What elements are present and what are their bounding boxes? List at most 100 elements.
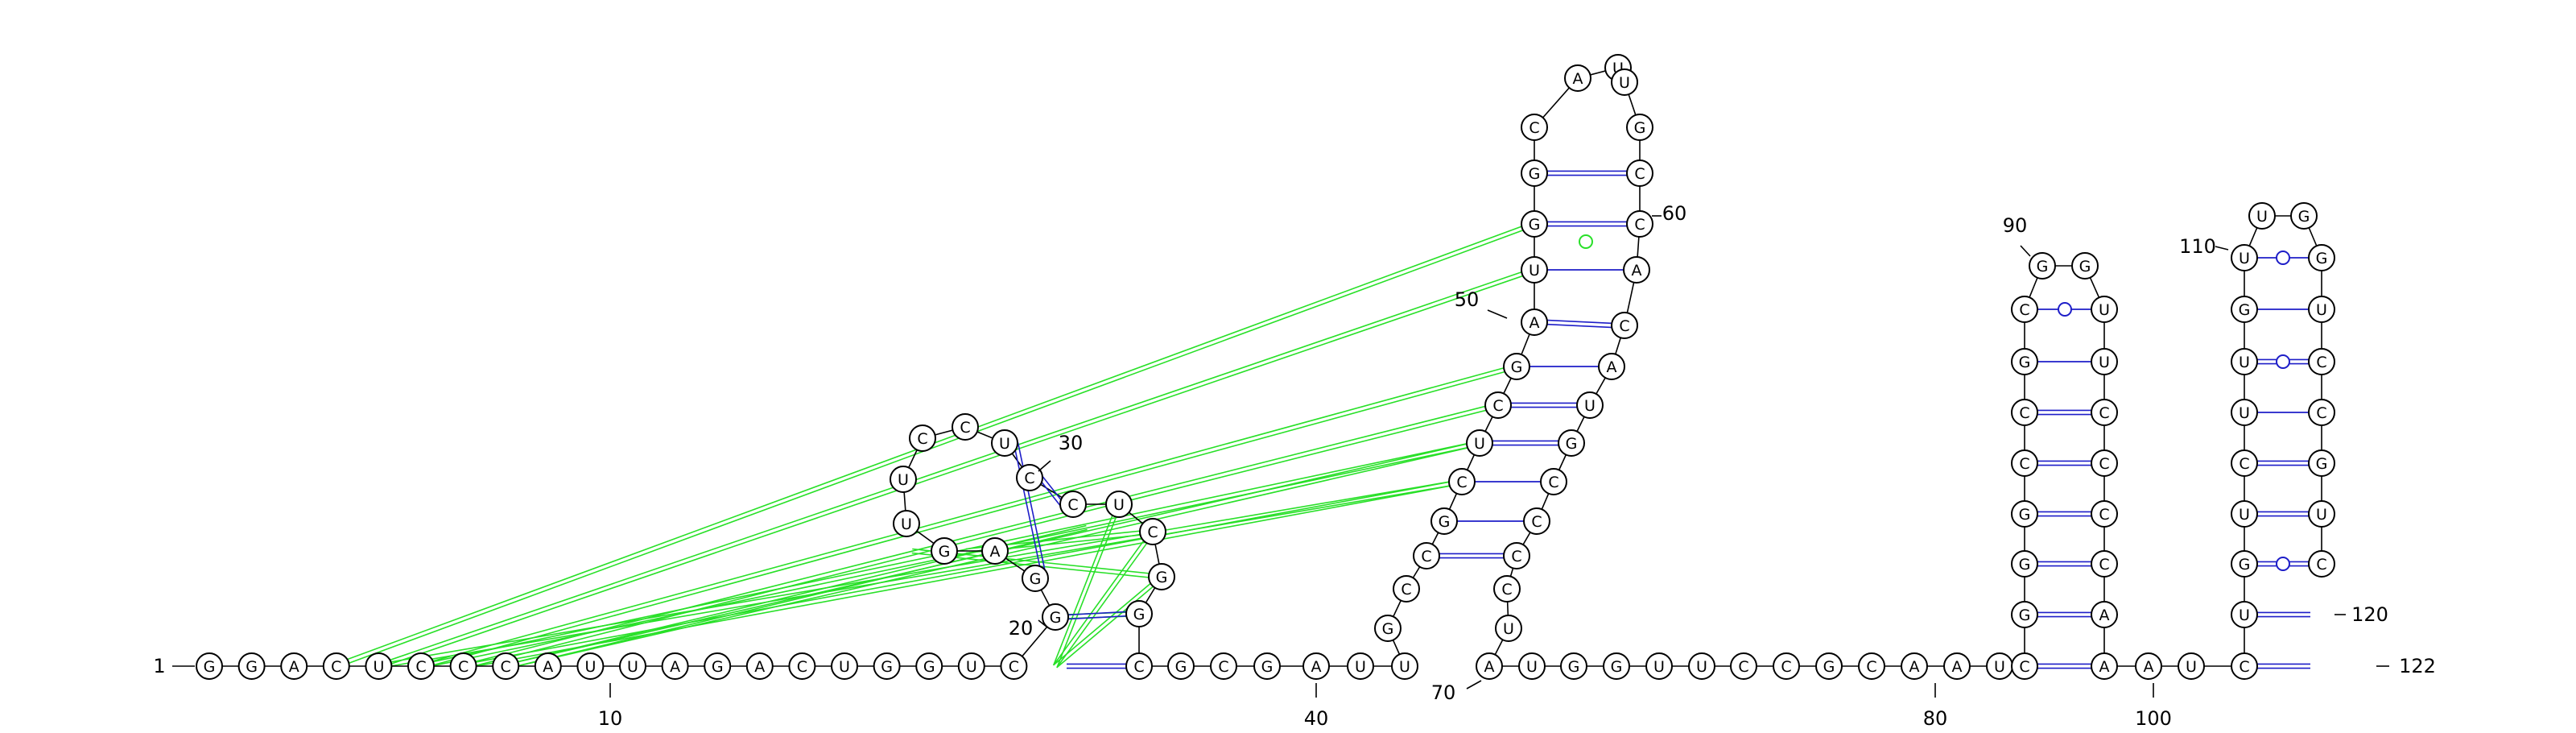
nucleotide-circle: [280, 652, 308, 680]
nucleotide-circle: [1105, 491, 1133, 518]
nucleotide: C: [2308, 348, 2335, 375]
nucleotide-letter: G: [1529, 165, 1541, 183]
nucleotide-letter: A: [1952, 658, 1963, 676]
nucleotide-circle: [1564, 64, 1591, 92]
nucleotide: C: [1858, 652, 1885, 680]
nucleotide: C: [1626, 159, 1653, 187]
nucleotide-letter: G: [1050, 609, 1062, 627]
nucleotide-letter: G: [1175, 658, 1187, 676]
nucleotide-letter: A: [2099, 607, 2110, 624]
nucleotide-letter: A: [1530, 314, 1540, 332]
nucleotide: A: [1598, 353, 1625, 380]
nucleotide-letter: G: [1566, 435, 1578, 453]
nucleotide: A: [280, 652, 308, 680]
nucleotide: U: [2231, 500, 2258, 528]
nucleotide-circle: [1466, 429, 1493, 457]
nucleotide-circle: [492, 652, 520, 680]
nucleotide-letter: C: [1147, 524, 1158, 541]
nucleotide: G: [1503, 353, 1530, 380]
nucleotide-circle: [1626, 210, 1653, 238]
tertiary-interaction: [421, 363, 1517, 665]
nucleotide: C: [1626, 210, 1653, 238]
nucleotide-letter: U: [627, 658, 638, 676]
nucleotide: G: [1815, 652, 1843, 680]
nucleotide-letter: A: [289, 658, 299, 676]
nucleotide-circle: [2178, 652, 2205, 680]
nucleotide-letter: C: [1548, 474, 1558, 491]
tertiary-interaction: [1052, 503, 1118, 666]
nucleotide-letter: C: [2316, 354, 2326, 371]
nucleotide-circle: [449, 652, 477, 680]
nucleotide: C: [2011, 296, 2038, 323]
nucleotide-circle: [196, 652, 223, 680]
nucleotide: C: [1540, 468, 1567, 495]
nucleotide-letter: G: [1439, 513, 1451, 531]
nucleotide: G: [196, 652, 223, 680]
nucleotide-letter: C: [960, 419, 970, 437]
nucleotide: G: [1558, 429, 1585, 457]
nucleotide: G: [1430, 507, 1458, 535]
nucleotide: C: [2231, 449, 2258, 477]
nucleotide-letter: U: [1526, 658, 1538, 676]
nucleotide: A: [1476, 652, 1503, 680]
nucleotide-letter: A: [2144, 658, 2154, 676]
nucleotide-letter: G: [246, 658, 258, 676]
nucleotide-letter: C: [458, 658, 469, 676]
nucleotide: U: [1576, 391, 1604, 419]
nucleotide-letter: A: [1632, 262, 1642, 280]
nucleotide-letter: G: [2019, 354, 2031, 371]
nucleotide-circle: [831, 652, 858, 680]
nucleotide: G: [915, 652, 943, 680]
nucleotide-circle: [2011, 348, 2038, 375]
nucleotide-circle: [2011, 601, 2038, 628]
nucleotide-circle: [2231, 399, 2258, 426]
nucleotide-letter: A: [543, 658, 553, 676]
nucleotide-letter: G: [1634, 119, 1646, 137]
base-pair: [1017, 442, 1047, 577]
nucleotide-circle: [991, 429, 1018, 457]
position-label: 1: [153, 655, 165, 677]
nucleotide-circle: [1148, 563, 1175, 590]
nucleotide-letter: U: [999, 435, 1010, 453]
nucleotide: G: [2011, 500, 2038, 528]
nucleotide-circle: [407, 652, 435, 680]
nucleotide: A: [1943, 652, 1971, 680]
nucleotide-letter: G: [1568, 658, 1580, 676]
nucleotide-letter: C: [2099, 455, 2109, 473]
position-label: 100: [2135, 707, 2172, 730]
nucleotide: U: [1688, 652, 1715, 680]
nucleotide-circle: [1347, 652, 1374, 680]
nucleotide: G: [2231, 550, 2258, 578]
nucleotide-letter: U: [2316, 301, 2327, 319]
nucleotide: G: [237, 652, 266, 680]
nucleotide-letter: A: [1909, 658, 1920, 676]
nucleotide-circle: [1125, 600, 1153, 627]
nucleotide: C: [2091, 550, 2118, 578]
tertiary-interaction: [464, 478, 1462, 665]
base-pair: [1013, 443, 1043, 578]
nucleotide: A: [534, 652, 562, 680]
nucleotide-letter: G: [2019, 607, 2031, 624]
nucleotide: G: [2290, 202, 2318, 230]
nucleotide: G: [1125, 600, 1153, 627]
nucleotide-letter: U: [2256, 208, 2268, 226]
nucleotide: G: [1521, 159, 1548, 187]
base-pair: [1066, 611, 1128, 616]
base-pair: [1545, 323, 1613, 329]
nucleotide-circle: [534, 652, 562, 680]
tertiary-interaction: [464, 402, 1498, 665]
nucleotide-letter: U: [1529, 262, 1540, 280]
base-pairs: [1013, 170, 2310, 669]
nucleotide-circle: [2091, 348, 2118, 375]
nucleotide-circle: [788, 652, 816, 680]
nucleotide-letter: U: [2316, 506, 2327, 524]
nucleotide-letter: C: [2019, 301, 2029, 319]
nucleotide: G: [2011, 550, 2038, 578]
nucleotide: U: [576, 652, 605, 680]
nucleotide: C: [1493, 575, 1521, 603]
position-tick: [1466, 680, 1482, 690]
nucleotide: U: [2308, 296, 2335, 323]
nucleotide: G: [1022, 565, 1049, 592]
